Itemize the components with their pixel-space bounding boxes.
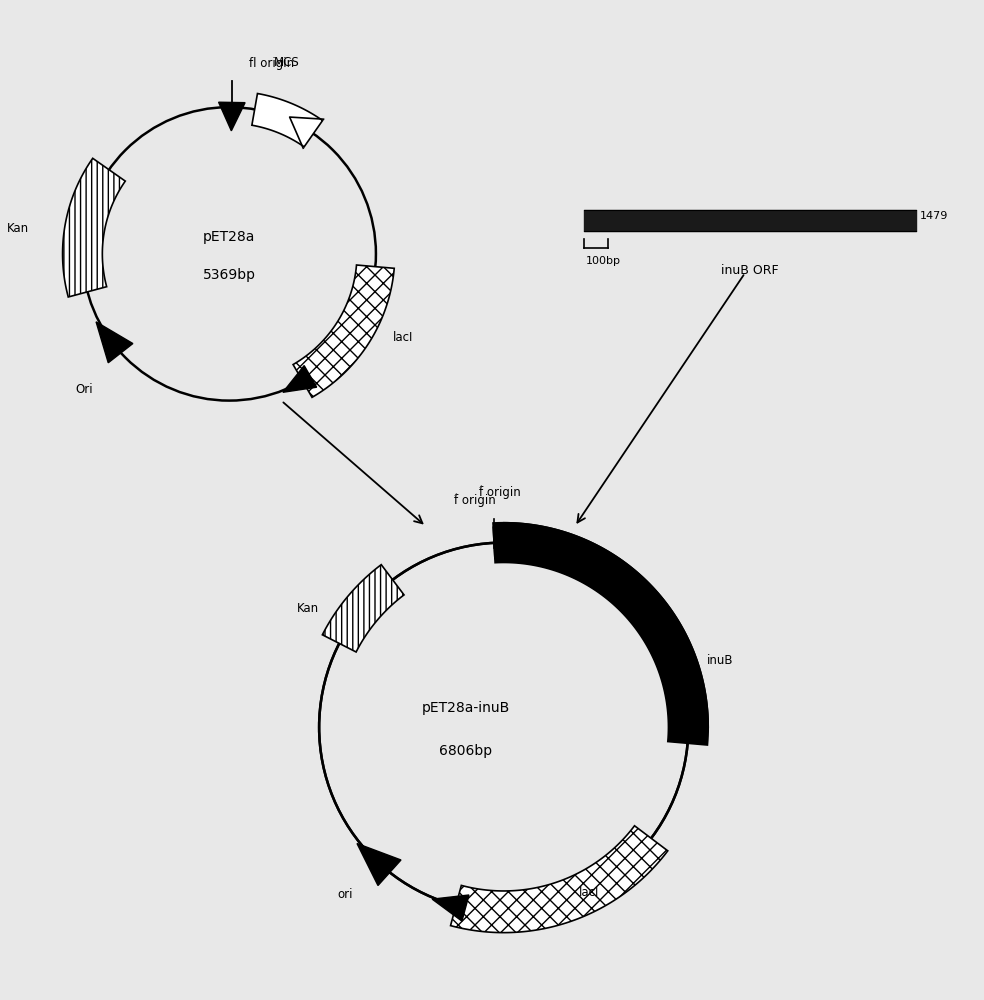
Text: fl origin: fl origin [249, 57, 294, 70]
Polygon shape [504, 523, 708, 727]
Text: 100bp: 100bp [586, 256, 621, 266]
Text: Kan: Kan [7, 222, 29, 235]
Text: Kan: Kan [296, 602, 319, 615]
Polygon shape [493, 523, 708, 745]
Text: 6806bp: 6806bp [439, 744, 492, 758]
Polygon shape [293, 265, 395, 397]
Text: lacI: lacI [393, 331, 413, 344]
Text: inuB ORF: inuB ORF [721, 264, 778, 277]
Text: pET28a: pET28a [203, 230, 256, 244]
Text: Ori: Ori [75, 383, 92, 396]
Text: 5369bp: 5369bp [203, 268, 256, 282]
Text: lacI: lacI [580, 886, 599, 899]
Text: f́ origin: f́ origin [455, 493, 496, 507]
Polygon shape [323, 565, 404, 652]
Polygon shape [357, 843, 401, 886]
Text: pET28a-inuB: pET28a-inuB [422, 701, 510, 715]
Circle shape [339, 562, 668, 892]
Polygon shape [63, 158, 125, 297]
Polygon shape [96, 322, 133, 363]
Polygon shape [432, 895, 469, 921]
Polygon shape [252, 94, 323, 147]
Text: MCS: MCS [275, 56, 300, 69]
Polygon shape [218, 102, 245, 131]
Polygon shape [493, 527, 562, 566]
Polygon shape [282, 366, 317, 392]
Text: inuB: inuB [707, 654, 734, 667]
Text: ori: ori [338, 888, 353, 901]
Text: 1479: 1479 [920, 211, 949, 221]
Text: f́ origin: f́ origin [478, 485, 521, 499]
Polygon shape [451, 826, 668, 933]
